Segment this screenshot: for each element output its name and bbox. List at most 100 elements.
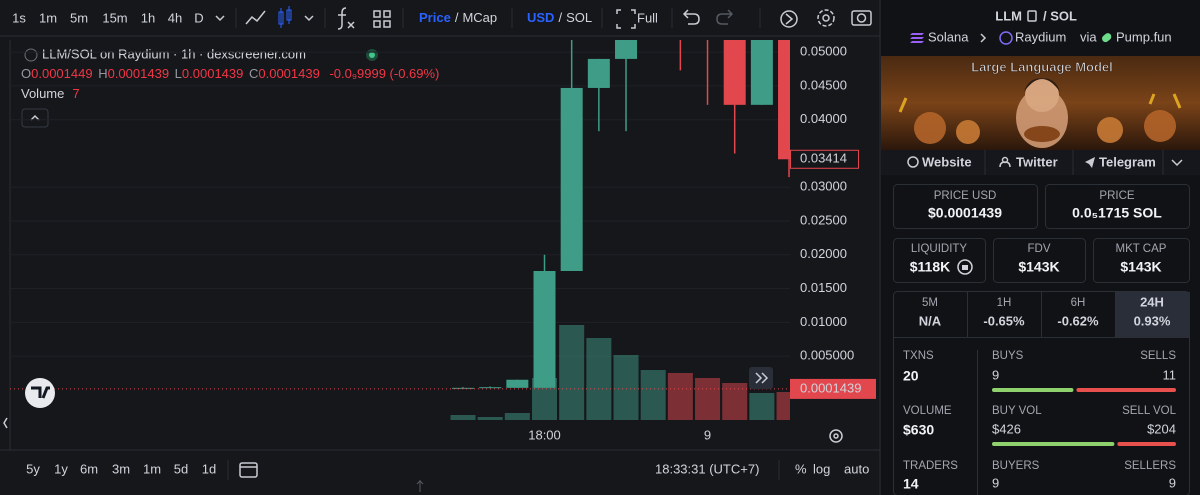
stat-value: $204 [1147, 421, 1176, 436]
copy-icon[interactable] [1027, 10, 1037, 22]
side-collapse[interactable] [3, 417, 8, 429]
toggle-separator: / [558, 10, 562, 25]
range-button[interactable]: 1y [54, 461, 68, 476]
legend-title: LLM/SOL on Raydium · 1h · dexscreener.co… [42, 46, 306, 61]
legend: LLM/SOL on Raydium · 1h · dexscreener.co… [21, 46, 439, 128]
toggle-other: MCap [462, 10, 497, 25]
grid [10, 51, 790, 357]
links-menu[interactable] [1171, 159, 1183, 167]
layout-icon[interactable] [373, 10, 391, 28]
line-chart-icon[interactable] [245, 10, 266, 25]
date-range-icon[interactable] [239, 462, 258, 478]
launchpad[interactable]: Pump.fun [1116, 29, 1172, 44]
range-button[interactable]: 6m [80, 461, 98, 476]
replay-icon[interactable] [780, 10, 798, 28]
change-period[interactable]: 1H [997, 297, 1012, 309]
volume-bar [613, 355, 639, 420]
price-box [1045, 184, 1190, 229]
pair-logo [24, 48, 38, 62]
ohlc-value: 0.0001449 [31, 66, 92, 81]
scroll-right-icon [755, 372, 769, 384]
buy-ratio-bar [992, 442, 1115, 446]
percent-toggle[interactable]: % [795, 461, 807, 476]
candle-icon[interactable] [278, 6, 292, 28]
y-tick-label: 0.02000 [800, 246, 847, 261]
plot-area [450, 40, 790, 420]
interval-button[interactable]: 5m [70, 10, 88, 25]
change-value: -0.65% [983, 313, 1025, 328]
active-tab [1116, 292, 1190, 337]
volume-legend: Volume 7 [21, 86, 80, 101]
stat-label: SELL VOL [1122, 405, 1177, 417]
change-period[interactable]: 5M [922, 297, 938, 309]
interval-button[interactable]: 1s [12, 10, 26, 25]
indicators-icon[interactable] [337, 7, 355, 30]
x-tick-label: 18:00 [528, 427, 561, 442]
dex[interactable]: Raydium [1015, 29, 1066, 44]
stat-value: $426 [992, 421, 1021, 436]
settings-icon[interactable] [817, 9, 835, 27]
range-button[interactable]: 5y [26, 461, 40, 476]
resize-handle[interactable] [416, 480, 424, 492]
interval-menu[interactable] [215, 15, 225, 22]
raydium-logo [999, 31, 1013, 45]
change-period[interactable]: 24H [1140, 294, 1164, 309]
price-mcap-toggle[interactable]: Price / MCap [419, 10, 497, 25]
volume-bar [695, 378, 721, 420]
ohlc-key: L [175, 66, 182, 81]
metric-label: LIQUIDITY [911, 243, 968, 255]
chart-overlays [3, 367, 843, 492]
stat-value: 9 [1169, 475, 1176, 490]
toolbar: Price / MCap USD / SOL Full [215, 6, 872, 30]
redo-icon[interactable] [716, 9, 734, 25]
sell-ratio-bar [1076, 388, 1176, 392]
interval-button[interactable]: D [194, 10, 203, 25]
toggle-active: USD [527, 10, 554, 25]
candle-body [533, 271, 556, 388]
candlestick-chart: 0.005000 0.01000 0.01500 0.02000 0.02500 0.03… [10, 40, 876, 442]
range-button[interactable]: 3m [112, 461, 130, 476]
axis-settings[interactable] [829, 429, 843, 443]
telegram-icon [1085, 157, 1095, 168]
chain[interactable]: Solana [928, 29, 969, 44]
snapshot-icon[interactable] [851, 10, 872, 26]
price-marker-box [790, 378, 876, 399]
volume-bar [450, 415, 476, 420]
fullscreen-button[interactable]: Full [637, 10, 658, 25]
pumpfun-logo [1102, 33, 1112, 43]
stat-value: 20 [903, 368, 919, 384]
toggle-separator: / [455, 10, 459, 25]
interval-button[interactable]: 1m [39, 10, 57, 25]
fullscreen-icon[interactable] [616, 9, 636, 29]
status-dot [369, 52, 375, 58]
change-period[interactable]: 6H [1071, 297, 1086, 309]
price-label: PRICE [1099, 190, 1134, 202]
link-button[interactable]: Website [922, 154, 972, 169]
metric-value: $118K [910, 259, 950, 275]
volume-bar [586, 338, 612, 420]
collapse-button[interactable] [21, 108, 49, 128]
y-tick-label: 0.05000 [800, 44, 847, 59]
y-tick-label: 0.01000 [800, 314, 847, 329]
volume-bar [504, 413, 530, 420]
auto-toggle[interactable]: auto [844, 461, 869, 476]
range-button[interactable]: 5d [174, 461, 188, 476]
interval-button[interactable]: 15m [102, 10, 127, 25]
stat-value: 14 [903, 476, 919, 492]
interval-button[interactable]: 4h [168, 10, 182, 25]
clock: 18:33:31 (UTC+7) [655, 461, 759, 476]
undo-icon[interactable] [682, 9, 700, 25]
range-button[interactable]: 1m [143, 461, 161, 476]
range-button[interactable]: 1d [202, 461, 216, 476]
chart-type-menu[interactable] [304, 15, 314, 22]
metric-box [1093, 238, 1190, 283]
link-button[interactable]: Telegram [1099, 154, 1156, 169]
link-button[interactable]: Twitter [1016, 154, 1058, 169]
currency-toggle[interactable]: USD / SOL [527, 10, 592, 25]
change-value: N/A [919, 313, 942, 328]
log-toggle[interactable]: log [813, 461, 830, 476]
lock-icon [957, 259, 973, 275]
interval-button[interactable]: 1h [141, 10, 155, 25]
token-symbol: LLM [995, 8, 1022, 23]
buy-ratio-bar [992, 388, 1074, 392]
